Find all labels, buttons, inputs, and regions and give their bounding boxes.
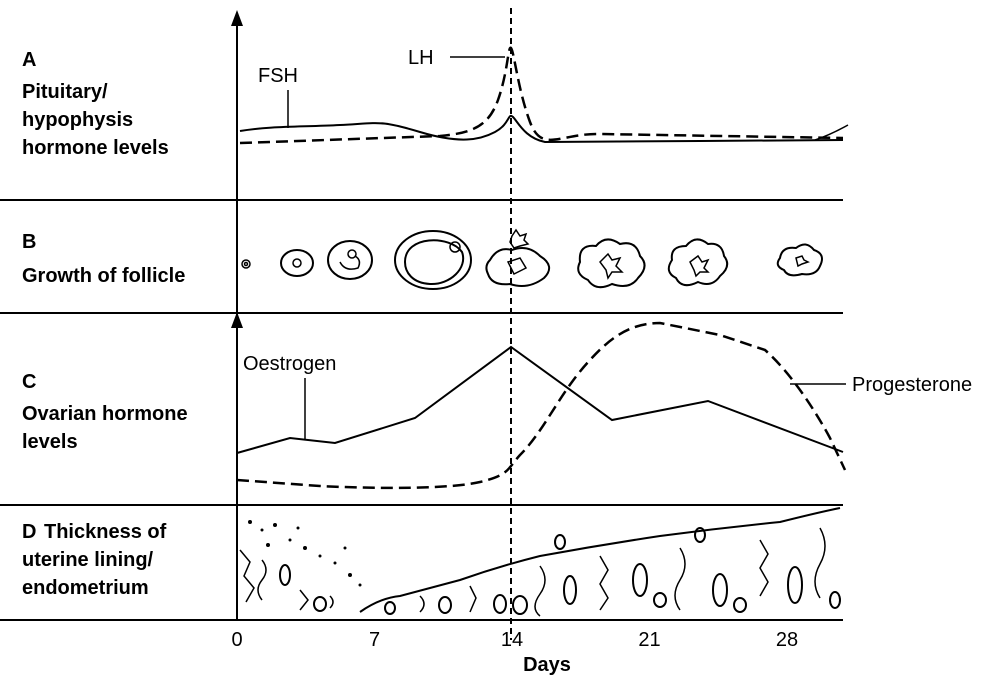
oestrogen-curve — [236, 345, 844, 454]
endometrium-glands — [239, 527, 826, 617]
lh-curve — [239, 46, 844, 145]
follicle — [339, 255, 361, 270]
fsh-curve — [239, 114, 844, 144]
x-tick-label: 7 — [369, 629, 380, 651]
progesterone-curve — [236, 321, 847, 490]
corpus-luteum — [667, 238, 729, 287]
x-tick-label: 0 — [231, 629, 242, 651]
curve-label: Oestrogen — [243, 353, 336, 375]
x-axis-ticks: 0 7 14 21 28 — [231, 629, 798, 651]
follicle — [485, 247, 551, 287]
shedding-fragments — [248, 520, 362, 587]
curve-tail — [814, 124, 849, 141]
x-tick-label: 14 — [501, 629, 523, 651]
curve-label: LH — [408, 47, 434, 69]
follicle — [241, 259, 251, 269]
follicle — [449, 241, 461, 253]
follicle — [509, 228, 530, 249]
follicle — [506, 257, 528, 276]
panel-letter: D — [22, 521, 36, 543]
corpus-albicans — [776, 243, 823, 277]
endometrium-cells — [279, 527, 841, 615]
panel-label: Ovarian hormone — [22, 403, 188, 425]
panel-label: Growth of follicle — [22, 265, 185, 287]
corpus-luteum — [577, 238, 646, 289]
panel-label: Pituitary/ — [22, 81, 108, 103]
panel-label: Thickness of — [44, 521, 167, 543]
follicle — [327, 240, 373, 280]
panel-label: hormone levels — [22, 137, 169, 159]
curve-label: FSH — [258, 65, 298, 87]
x-axis-label: Days — [523, 654, 571, 676]
panel-letter: A — [22, 49, 36, 71]
corpus-luteum — [689, 254, 710, 278]
follicle — [292, 258, 302, 268]
curve-label: Progesterone — [852, 374, 972, 396]
follicle — [394, 230, 472, 290]
follicle — [280, 249, 314, 277]
endometrium-surface — [359, 507, 841, 613]
follicle — [243, 261, 249, 267]
follicle — [347, 249, 357, 259]
panel-letter: C — [22, 371, 36, 393]
x-tick-label: 28 — [776, 629, 798, 651]
panel-letter: B — [22, 231, 36, 253]
panel-label: endometrium — [22, 577, 149, 599]
axis-arrow — [231, 312, 243, 328]
x-tick-label: 21 — [638, 629, 660, 651]
axis-arrow — [231, 10, 243, 26]
panel-label: levels — [22, 431, 78, 453]
corpus-albicans — [795, 255, 810, 268]
panel-labels: A Pituitary/ hypophysis hormone levels B… — [22, 49, 188, 599]
panel-label: uterine lining/ — [22, 549, 154, 571]
panel-label: hypophysis — [22, 109, 133, 131]
panel-dividers — [0, 199, 843, 621]
endometrium — [239, 507, 841, 617]
corpus-luteum — [599, 252, 624, 280]
follicle — [403, 239, 465, 286]
follicles — [241, 228, 823, 290]
